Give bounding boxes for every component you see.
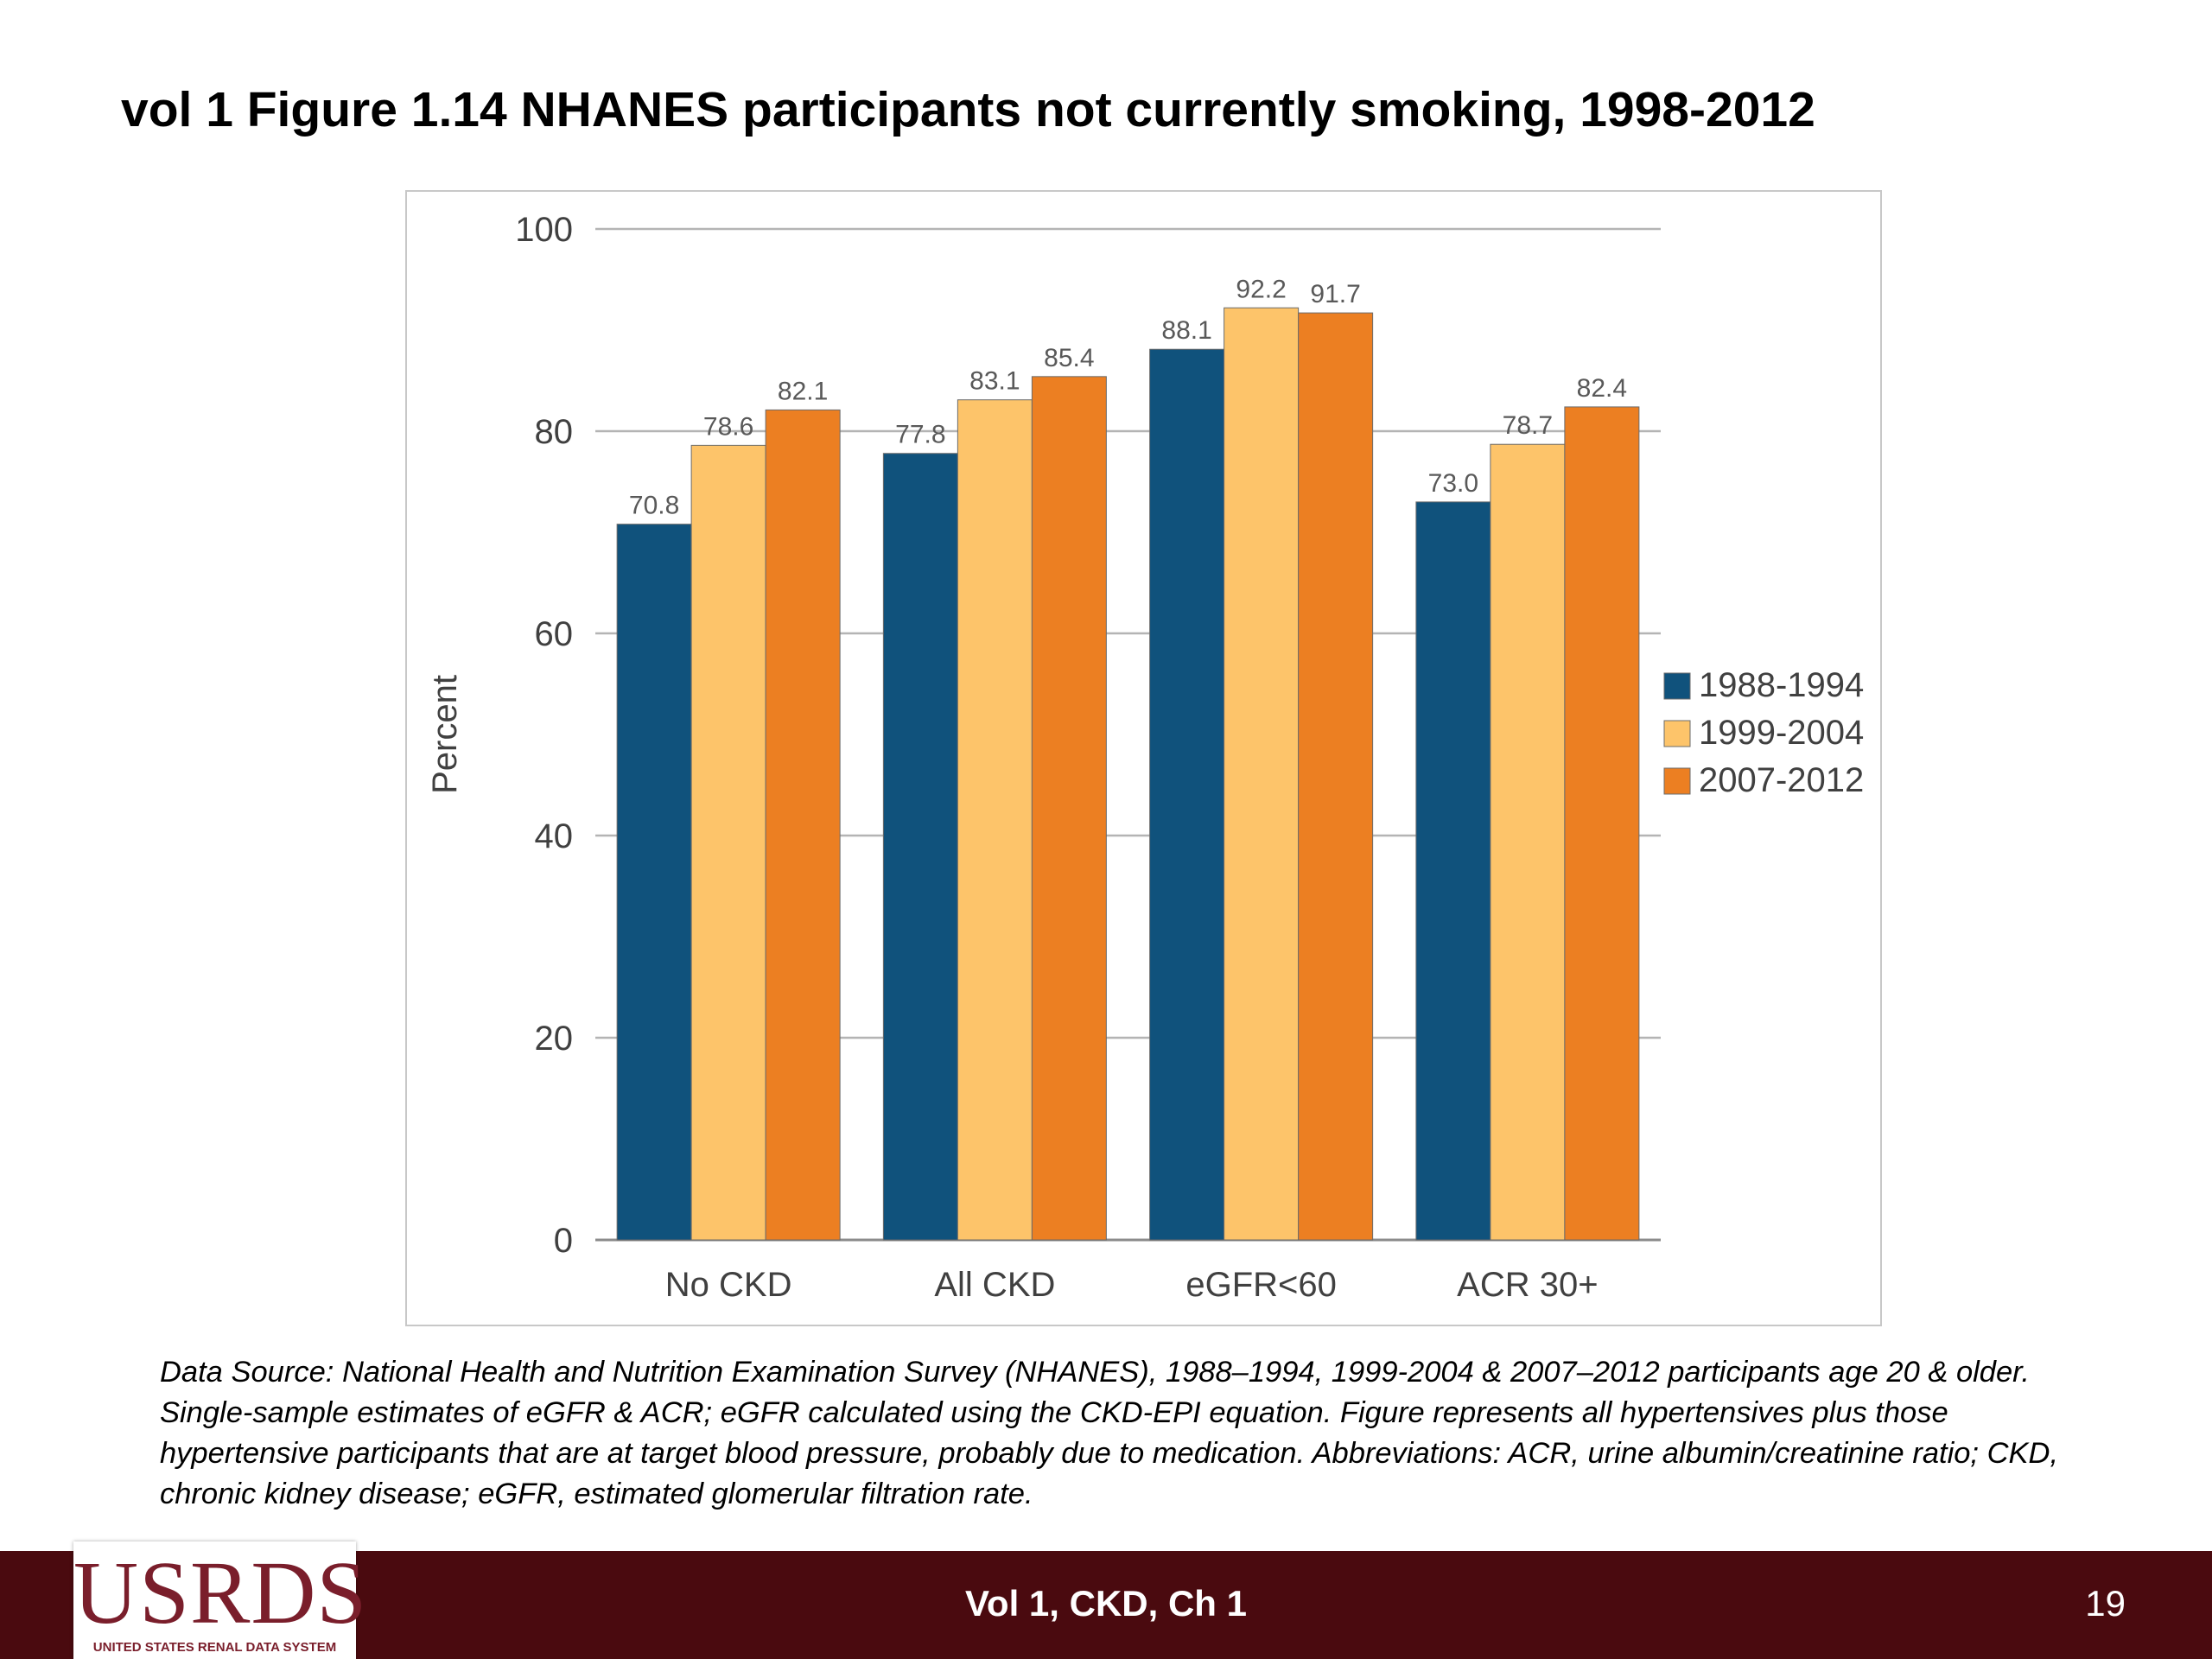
- data-label: 78.6: [703, 412, 753, 441]
- footer-label: Vol 1, CKD, Ch 1: [965, 1583, 1247, 1624]
- data-label: 77.8: [895, 421, 945, 449]
- legend-label: 1988-1994: [1699, 666, 1864, 704]
- page-number: 19: [2085, 1583, 2126, 1624]
- slide-title: vol 1 Figure 1.14 NHANES participants no…: [121, 82, 1815, 137]
- x-tick-label: All CKD: [934, 1266, 1055, 1304]
- data-label: 88.1: [1161, 316, 1211, 345]
- bar-chart: 0 20 40 60 80 100 Percent 70.8 78.6 82.1 No CKD 77.…: [426, 211, 1864, 1304]
- data-label: 82.1: [778, 377, 828, 405]
- bar: [1564, 406, 1640, 1241]
- legend-swatch: [1663, 767, 1691, 795]
- legend-label: 1999-2004: [1699, 714, 1864, 752]
- chart-frame: 0 20 40 60 80 100 Percent 70.8 78.6 82.1 No CKD 77.…: [405, 190, 1882, 1326]
- bar: [882, 453, 958, 1241]
- usrds-logo: USRDS UNITED STATES RENAL DATA SYSTEM: [73, 1541, 368, 1659]
- logo-wordmark: USRDS: [73, 1543, 368, 1643]
- y-tick-label: 40: [535, 817, 574, 855]
- bar: [1224, 307, 1300, 1241]
- data-label: 85.4: [1044, 344, 1094, 372]
- y-tick-label: 80: [535, 413, 574, 451]
- y-tick-label: 100: [515, 211, 573, 249]
- x-tick-label: No CKD: [665, 1266, 792, 1304]
- bar: [765, 409, 841, 1241]
- data-label: 92.2: [1236, 275, 1286, 303]
- footer-bar: [0, 1551, 2212, 1659]
- data-label: 83.1: [969, 367, 1020, 396]
- data-source-note: Data Source: National Health and Nutriti…: [160, 1356, 2059, 1510]
- legend-label: 2007-2012: [1699, 761, 1864, 799]
- y-axis-title: Percent: [426, 675, 464, 794]
- bar: [690, 444, 766, 1241]
- bar: [1149, 348, 1225, 1241]
- data-label: 82.4: [1577, 374, 1627, 403]
- y-tick-label: 60: [535, 615, 574, 653]
- bar: [616, 524, 692, 1241]
- legend-swatch: [1663, 672, 1691, 700]
- y-tick-label: 20: [535, 1020, 574, 1058]
- bar: [1415, 501, 1491, 1241]
- bar: [1298, 312, 1374, 1241]
- bar: [1031, 376, 1107, 1241]
- data-label: 73.0: [1428, 469, 1478, 498]
- x-tick-label: eGFR<60: [1185, 1266, 1337, 1304]
- logo-subtitle: UNITED STATES RENAL DATA SYSTEM: [92, 1640, 337, 1655]
- x-tick-label: ACR 30+: [1457, 1266, 1598, 1304]
- data-label: 70.8: [629, 492, 679, 520]
- bar: [1490, 443, 1566, 1241]
- data-label: 78.7: [1503, 411, 1553, 440]
- y-tick-label: 0: [554, 1222, 573, 1260]
- bar: [957, 399, 1033, 1241]
- data-label: 91.7: [1310, 280, 1360, 308]
- legend-swatch: [1663, 720, 1691, 747]
